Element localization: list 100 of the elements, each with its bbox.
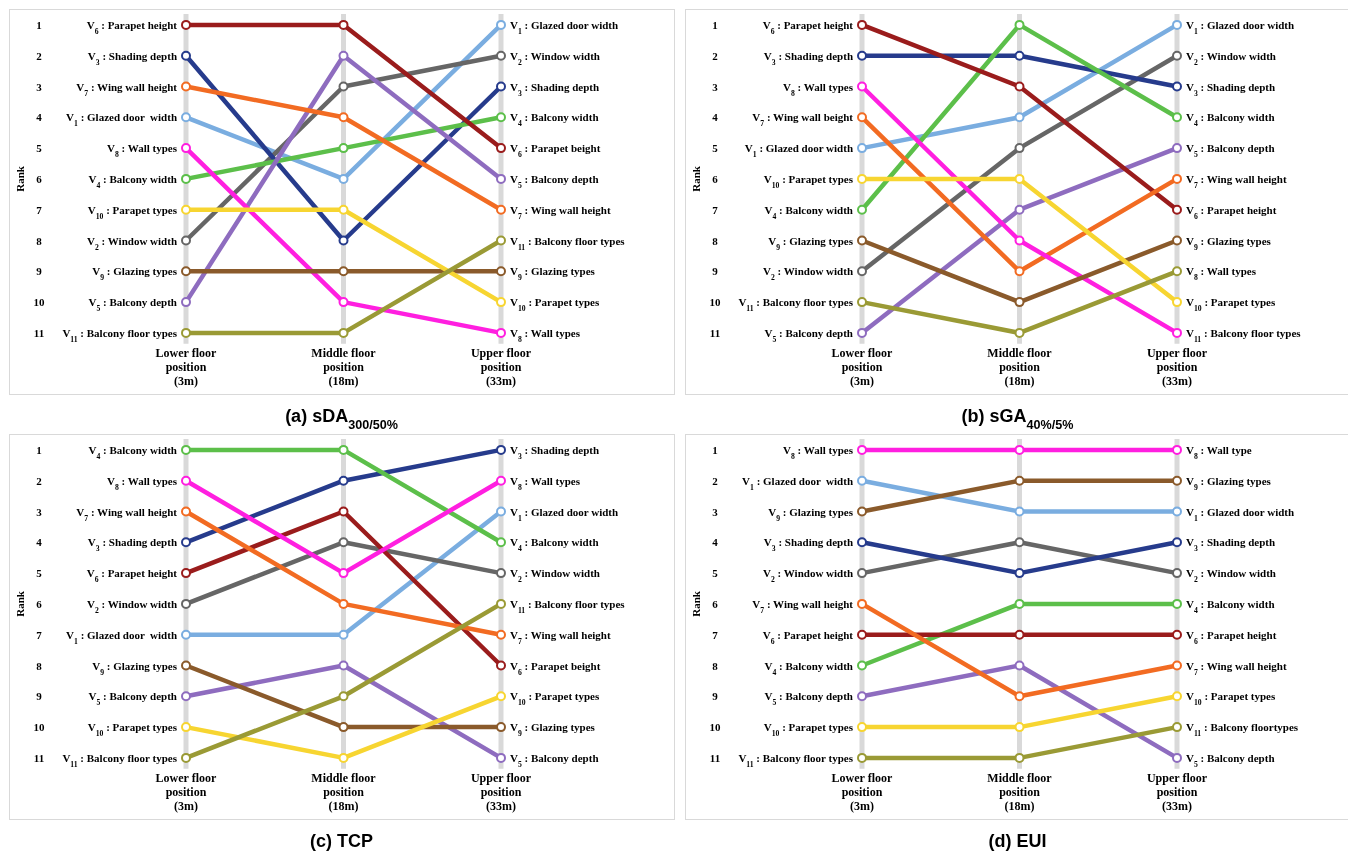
annotation: V$_{4}$ : Balcony width <box>1186 111 1275 128</box>
y-tick-label: 5 <box>712 142 719 155</box>
point <box>857 204 867 215</box>
y-tick-label: 6 <box>36 597 43 610</box>
y-tick-label: 3 <box>36 80 43 93</box>
point <box>181 327 191 338</box>
point <box>1172 173 1182 184</box>
annotation: V$_{1}$ : Glazed door width <box>1186 18 1295 36</box>
point <box>1014 266 1025 277</box>
point <box>857 598 867 609</box>
point <box>338 173 349 184</box>
y-tick-label: 11 <box>709 751 721 764</box>
annotation: V$_{8}$ : Wall types <box>510 326 581 344</box>
annotation: V$_{3}$ : Shading depth <box>510 443 600 461</box>
annotation: V$_{5}$ : Balcony depth <box>88 296 177 313</box>
annotation: V$_{6}$ : Parapet beight <box>510 659 601 676</box>
annotation: V$_{9}$ : Glazing types <box>92 265 178 282</box>
annotation: V$_{2}$ : Window width <box>510 49 600 67</box>
annotation: V$_{7}$ : Wing wall height <box>76 80 178 97</box>
point <box>496 235 506 246</box>
point <box>496 444 506 455</box>
annotation: V$_{1}$ : Glazed door width <box>744 142 853 159</box>
point <box>181 537 191 548</box>
y-tick-label: 8 <box>36 659 43 672</box>
y-tick-label: 8 <box>36 234 43 247</box>
annotation: V$_{1}$ : Glazed door width <box>66 111 177 128</box>
point <box>338 50 349 61</box>
x-tick-label: Upper floor position (33m) <box>470 770 532 813</box>
point <box>1014 660 1025 671</box>
point <box>181 598 191 609</box>
y-tick-label: 9 <box>36 690 43 703</box>
y-tick-label: 8 <box>712 659 719 672</box>
point <box>1014 173 1025 184</box>
x-tick-label: Middle floor position (18m) <box>987 770 1053 813</box>
x-tick-label: Lower floor position (3m) <box>155 345 218 388</box>
point <box>1014 598 1025 609</box>
point <box>496 266 506 277</box>
y-tick-label: 5 <box>36 142 43 155</box>
annotation: V$_{2}$ : Window width <box>763 567 853 584</box>
point <box>1014 568 1025 579</box>
point <box>338 327 349 338</box>
point <box>181 475 191 486</box>
y-tick-label: 2 <box>36 474 43 487</box>
point <box>1172 266 1182 277</box>
point <box>1014 204 1025 215</box>
annotation: V$_{2}$ : Window width <box>1186 567 1276 584</box>
y-tick-label: 3 <box>712 80 719 93</box>
point <box>181 19 191 30</box>
point <box>338 19 349 30</box>
annotation: V$_{8}$ : Wall type <box>1186 443 1252 461</box>
annotation: V$_{7}$ : Wing wall height <box>510 628 611 646</box>
point <box>181 297 191 308</box>
point <box>1172 752 1182 763</box>
y-tick-label: 11 <box>33 751 45 764</box>
point <box>857 444 867 455</box>
y-tick-label: 10 <box>33 721 45 734</box>
annotation: V$_{4}$ : Balcony width <box>1186 597 1275 615</box>
point <box>338 204 349 215</box>
annotation: V$_{11}$ : Balcony floor types <box>62 751 178 769</box>
point <box>496 19 506 30</box>
x-tick-label: Lower floor position (3m) <box>831 770 894 813</box>
annotation: V$_{11}$ : Balcony floor types <box>510 234 626 251</box>
annotation: V$_{7}$ : Wing wall beight <box>752 111 854 128</box>
annotation: V$_{9}$ : Glazing types <box>1186 234 1272 251</box>
point <box>1172 112 1182 123</box>
y-tick-label: 10 <box>33 296 45 309</box>
point <box>1014 50 1025 61</box>
annotation: V$_{4}$ : Balcony width <box>88 443 177 461</box>
x-tick-label: Lower floor position (3m) <box>155 770 218 813</box>
y-tick-label: 1 <box>712 18 718 31</box>
point <box>496 691 506 702</box>
annotation: V$_{8}$ : Wall types <box>107 142 178 159</box>
point <box>181 173 191 184</box>
annotation: V$_{11}$ : Balcony floor types <box>62 326 178 344</box>
point <box>1172 444 1182 455</box>
point <box>338 568 349 579</box>
point <box>1014 19 1025 30</box>
y-tick-label: 6 <box>712 597 719 610</box>
y-tick-label: 1 <box>36 443 42 456</box>
x-tick-label: Lower floor position (3m) <box>831 345 894 388</box>
y-tick-label: 11 <box>33 326 45 339</box>
point <box>857 629 867 640</box>
point <box>181 266 191 277</box>
point <box>857 722 867 733</box>
y-tick-label: 9 <box>712 690 719 703</box>
text: (b) sGA$_{40%/5%}$ <box>961 406 1074 432</box>
x-tick-label: Upper floor position (33m) <box>1146 345 1208 388</box>
annotation: V$_{9}$ : Glazing types <box>92 659 178 676</box>
annotation: V$_{3}$ : Shading depth <box>763 49 853 67</box>
annotation: V$_{6}$ : Parapet height <box>1186 628 1277 646</box>
point <box>1172 327 1182 338</box>
annotation: V$_{11}$ : Balcony floortypes <box>1186 721 1299 738</box>
point <box>496 297 506 308</box>
point <box>181 629 191 640</box>
y-tick-label: 4 <box>36 111 43 124</box>
point <box>1172 598 1182 609</box>
x-tick-label: Upper floor position (33m) <box>470 345 532 388</box>
point <box>338 722 349 733</box>
point <box>1172 475 1182 486</box>
point <box>1014 297 1025 308</box>
